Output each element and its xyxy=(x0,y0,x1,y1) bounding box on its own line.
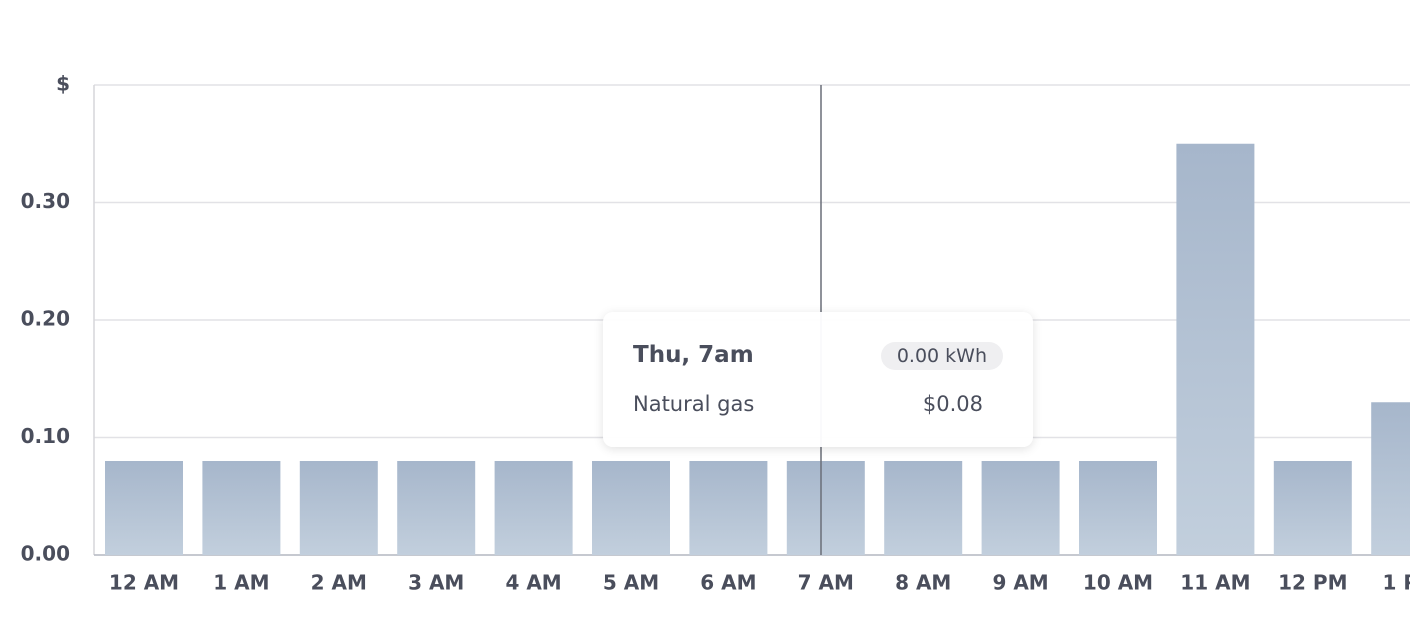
y-tick-label: 0.10 xyxy=(21,424,70,448)
x-tick-label: 12 AM xyxy=(109,571,179,595)
bar xyxy=(494,461,573,555)
bar xyxy=(689,461,768,555)
x-tick-label: 6 AM xyxy=(700,571,756,595)
tooltip-value: $0.08 xyxy=(922,392,983,416)
bar xyxy=(105,461,183,555)
tooltip-series: Natural gas xyxy=(633,392,755,416)
bar xyxy=(397,461,476,555)
x-tick-label: 2 AM xyxy=(311,571,367,595)
y-tick-label: $ xyxy=(56,72,70,96)
bar xyxy=(1273,461,1352,555)
bar xyxy=(1079,461,1157,555)
x-tick-label: 4 AM xyxy=(505,571,561,595)
bar xyxy=(299,461,378,555)
x-tick-label: 9 AM xyxy=(992,571,1048,595)
x-tick-label: 7 AM xyxy=(798,571,854,595)
tooltip: Thu, 7am 0.00 kWh Natural gas $0.08 xyxy=(603,312,1033,447)
x-tick-label: 10 AM xyxy=(1083,571,1153,595)
tooltip-badge: 0.00 kWh xyxy=(880,342,1003,370)
x-tick-label: 1 AM xyxy=(213,571,269,595)
y-tick-label: 0.30 xyxy=(21,189,70,213)
x-tick-label: 5 AM xyxy=(603,571,659,595)
y-tick-label: 0.00 xyxy=(21,542,70,566)
x-tick-label: 12 PM xyxy=(1278,571,1347,595)
tooltip-title: Thu, 7am xyxy=(633,342,754,368)
x-tick-label: 3 AM xyxy=(408,571,464,595)
bar xyxy=(1371,402,1410,555)
bar xyxy=(592,461,670,555)
x-tick-label: 11 AM xyxy=(1180,571,1250,595)
x-tick-label: 8 AM xyxy=(895,571,951,595)
bar xyxy=(884,461,963,555)
bar xyxy=(981,461,1060,555)
bar xyxy=(202,461,281,555)
x-tick-label: 1 PM xyxy=(1382,571,1410,595)
bar xyxy=(786,461,865,555)
y-tick-label: 0.20 xyxy=(21,307,70,331)
bar xyxy=(1176,143,1255,555)
